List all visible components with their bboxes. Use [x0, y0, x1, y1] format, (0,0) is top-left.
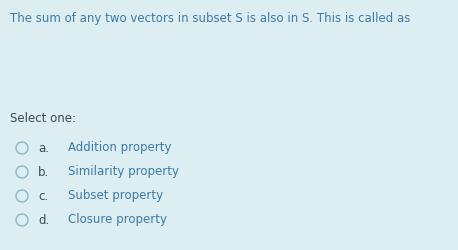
Circle shape — [16, 166, 28, 178]
Text: Closure property: Closure property — [68, 214, 167, 226]
Circle shape — [16, 190, 28, 202]
Text: d.: d. — [38, 214, 49, 226]
Text: c.: c. — [38, 190, 48, 202]
Text: The sum of any two vectors in subset S is also in S. This is called as: The sum of any two vectors in subset S i… — [10, 12, 410, 25]
Text: Similarity property: Similarity property — [68, 166, 179, 178]
Text: b.: b. — [38, 166, 49, 178]
Circle shape — [16, 142, 28, 154]
Text: Subset property: Subset property — [68, 190, 163, 202]
Text: Select one:: Select one: — [10, 112, 76, 125]
Circle shape — [16, 214, 28, 226]
Text: a.: a. — [38, 142, 49, 154]
Text: Addition property: Addition property — [68, 142, 171, 154]
